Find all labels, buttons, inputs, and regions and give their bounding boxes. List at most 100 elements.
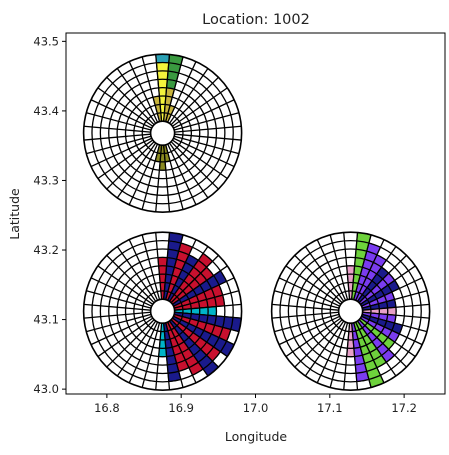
glyph-spoke — [86, 290, 152, 309]
glyph-spoke — [316, 321, 347, 384]
plot-area — [65, 32, 446, 395]
glyph-spoke — [167, 61, 197, 123]
glyph-spoke — [294, 319, 343, 368]
glyph-spoke — [170, 319, 219, 368]
glyph-ring — [82, 231, 243, 392]
glyph-ring — [279, 239, 422, 383]
glyph-ring — [304, 265, 397, 358]
glyph-ring — [108, 256, 218, 366]
glyph-spoke — [360, 317, 416, 358]
glyph-spoke — [155, 145, 163, 212]
glyph-spoke — [172, 317, 228, 358]
glyph-spoke — [97, 265, 154, 305]
glyph-spoke — [355, 239, 385, 301]
y-axis: 43.0 43.1 43.2 43.3 43.4 43.5 — [33, 34, 66, 396]
glyph-spoke — [285, 265, 342, 305]
glyph-spoke — [106, 319, 155, 368]
glyph-ring — [133, 103, 193, 163]
glyph-ring — [91, 239, 234, 383]
glyph-layer — [82, 53, 431, 392]
glyph-spoke — [97, 317, 154, 358]
glyph-spoke — [174, 135, 240, 155]
glyph-spoke — [174, 313, 240, 333]
glyph-spoke — [163, 232, 171, 300]
glyph-spoke — [155, 323, 163, 390]
glyph-ring — [296, 256, 406, 366]
glyph-spoke — [128, 61, 159, 123]
glyph-spoke — [329, 234, 349, 300]
glyph-spoke — [329, 322, 349, 388]
glyph — [82, 231, 243, 392]
glyph-spoke — [90, 137, 153, 168]
glyph-ring — [321, 281, 381, 341]
glyph-spoke — [170, 254, 219, 304]
x-tick-label: 16.9 — [168, 401, 194, 415]
glyph-spoke — [165, 56, 184, 122]
glyph-spoke — [355, 321, 385, 384]
glyph-spoke — [97, 139, 154, 180]
glyph — [82, 53, 243, 213]
glyph-spoke — [294, 254, 343, 304]
glyph-spoke — [351, 323, 359, 390]
glyph-spoke — [168, 142, 209, 199]
glyph-spoke — [86, 313, 152, 333]
glyph-spoke — [167, 321, 197, 384]
glyph-ring — [133, 281, 193, 341]
glyph-spoke — [86, 135, 152, 155]
glyph-spoke — [155, 54, 163, 122]
glyph-hole — [149, 120, 176, 146]
glyph-spoke — [351, 232, 359, 300]
glyph-spoke — [173, 315, 235, 346]
glyph — [270, 231, 431, 392]
glyph-ring — [141, 290, 184, 333]
glyph-hole — [149, 298, 176, 325]
y-tick-label: 43.3 — [33, 173, 59, 187]
glyph-spoke — [155, 232, 163, 300]
glyph-spoke — [304, 246, 345, 302]
glyph-spoke — [165, 322, 184, 388]
glyph-spoke — [167, 239, 197, 301]
glyph-spoke — [83, 311, 151, 319]
glyph-ring — [82, 53, 243, 213]
glyph-spoke — [285, 317, 342, 358]
glyph-spoke — [174, 112, 240, 131]
y-axis-label: Latitude — [7, 188, 22, 240]
y-tick-label: 43.1 — [33, 313, 59, 327]
glyph-spoke — [361, 315, 423, 346]
glyph-spoke — [86, 112, 152, 131]
glyph-spoke — [271, 303, 339, 311]
glyph-spoke — [83, 303, 151, 311]
glyph-spoke — [141, 322, 161, 388]
glyph-ring — [91, 61, 234, 205]
glyph-spoke — [106, 254, 155, 304]
y-tick-label: 43.0 — [33, 382, 59, 396]
x-tick-label: 17.1 — [317, 401, 343, 415]
glyph-spoke — [358, 319, 407, 368]
glyph-spoke — [362, 313, 428, 333]
glyph-spoke — [358, 254, 407, 304]
glyph-ring — [108, 78, 218, 188]
glyph-spoke — [106, 76, 155, 126]
glyph-spoke — [168, 320, 209, 377]
glyph-spoke — [165, 144, 184, 210]
glyph-spoke — [353, 322, 372, 388]
glyph-spoke — [174, 125, 242, 133]
glyph-spoke — [172, 265, 228, 305]
glyph-spoke — [167, 143, 197, 206]
y-tick-label: 43.2 — [33, 243, 59, 257]
glyph-spoke — [163, 323, 171, 390]
glyph-spoke — [173, 137, 235, 168]
glyph-spoke — [116, 68, 157, 124]
glyph-spoke — [356, 320, 397, 377]
glyph-spoke — [274, 290, 340, 309]
glyph-spoke — [304, 320, 345, 377]
glyph-spoke — [128, 143, 159, 206]
glyph-ring — [116, 87, 209, 180]
chart-title: Location: 1002 — [202, 12, 310, 28]
glyph-spoke — [141, 144, 161, 210]
glyph-spoke — [168, 246, 209, 302]
glyph-spoke — [170, 76, 219, 126]
glyph-spoke — [362, 303, 430, 311]
glyph-spoke — [116, 142, 157, 199]
